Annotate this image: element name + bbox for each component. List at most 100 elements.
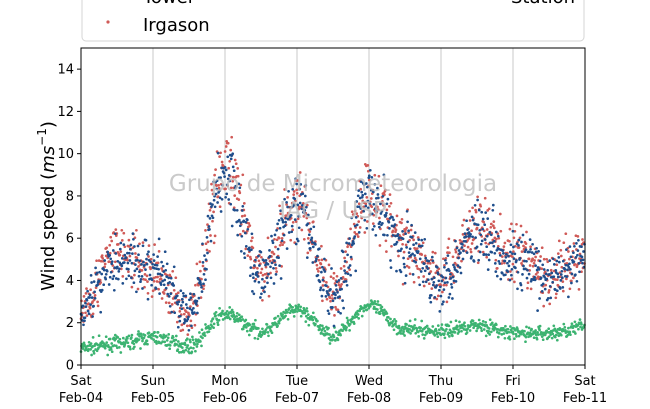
- data-point: [347, 266, 350, 269]
- data-point: [115, 346, 119, 350]
- data-point: [361, 199, 365, 203]
- data-point: [399, 270, 403, 274]
- data-point: [457, 256, 460, 260]
- data-point: [357, 202, 361, 206]
- data-point: [327, 337, 331, 340]
- data-point: [244, 326, 248, 329]
- data-point: [512, 245, 515, 249]
- data-point: [284, 220, 287, 224]
- data-point: [87, 302, 90, 305]
- data-point: [88, 293, 92, 297]
- data-point: [152, 253, 155, 256]
- data-point: [100, 288, 104, 292]
- data-point: [204, 229, 207, 232]
- data-point: [180, 323, 184, 327]
- data-point: [131, 252, 134, 255]
- data-point: [123, 245, 127, 249]
- data-point: [414, 260, 418, 264]
- data-point: [509, 243, 513, 247]
- data-point: [146, 297, 150, 301]
- data-point: [341, 275, 345, 279]
- data-point: [480, 239, 484, 243]
- data-point: [572, 251, 575, 255]
- data-point: [365, 185, 369, 189]
- data-point: [487, 207, 491, 211]
- data-point: [493, 251, 497, 255]
- data-point: [519, 283, 523, 287]
- data-point: [490, 250, 494, 254]
- data-point: [230, 135, 234, 139]
- data-point: [524, 242, 528, 245]
- data-point: [85, 287, 88, 290]
- data-point: [492, 328, 496, 332]
- data-point: [193, 323, 197, 327]
- data-point: [124, 341, 127, 345]
- data-point: [251, 236, 254, 240]
- data-point: [278, 204, 281, 208]
- data-point: [378, 312, 382, 316]
- data-point: [507, 254, 510, 258]
- data-point: [325, 281, 328, 284]
- data-point: [150, 337, 153, 340]
- data-point: [445, 283, 448, 287]
- data-point: [419, 270, 423, 273]
- data-point: [266, 236, 270, 240]
- data-point: [557, 256, 561, 259]
- data-point: [481, 227, 485, 231]
- plot-background: [81, 48, 585, 365]
- data-point: [96, 283, 99, 287]
- data-point: [401, 237, 405, 241]
- data-point: [144, 278, 147, 282]
- data-point: [368, 168, 372, 172]
- data-point: [325, 325, 328, 329]
- data-point: [345, 316, 349, 320]
- data-point: [417, 276, 421, 279]
- data-point: [226, 155, 230, 159]
- data-point: [208, 217, 212, 220]
- data-point: [269, 271, 272, 275]
- data-point: [225, 192, 229, 196]
- data-point: [169, 292, 173, 296]
- data-point: [526, 286, 529, 290]
- data-point: [136, 258, 139, 262]
- data-point: [337, 279, 341, 282]
- data-point: [481, 217, 485, 221]
- data-point: [223, 175, 226, 178]
- data-point: [292, 315, 296, 318]
- data-point: [305, 216, 309, 220]
- data-point: [476, 198, 479, 202]
- data-point: [497, 236, 501, 240]
- data-point: [471, 218, 475, 222]
- data-point: [508, 227, 512, 231]
- data-point: [89, 342, 93, 345]
- data-point: [425, 265, 429, 268]
- data-point: [198, 331, 201, 334]
- data-point: [520, 288, 524, 292]
- data-point: [298, 171, 302, 174]
- data-point: [520, 240, 523, 244]
- x-axis: SatFeb-04SunFeb-05MonFeb-06TueFeb-07WedF…: [59, 365, 607, 406]
- data-point: [427, 272, 431, 276]
- data-point: [264, 263, 267, 267]
- data-point: [168, 304, 172, 308]
- data-point: [540, 246, 544, 250]
- data-point: [241, 318, 245, 321]
- data-point: [192, 292, 196, 296]
- data-point: [331, 299, 335, 303]
- data-point: [328, 342, 332, 345]
- data-point: [90, 281, 93, 284]
- data-point: [155, 263, 159, 267]
- data-point: [440, 279, 444, 283]
- data-point: [488, 231, 492, 234]
- data-point: [294, 220, 298, 223]
- data-point: [353, 224, 357, 228]
- data-point: [482, 253, 486, 256]
- data-point: [380, 305, 384, 309]
- data-point: [460, 329, 463, 333]
- data-point: [163, 250, 167, 254]
- data-point: [323, 329, 327, 333]
- data-point: [526, 281, 530, 285]
- data-point: [306, 237, 310, 240]
- data-point: [153, 243, 156, 246]
- data-point: [409, 332, 412, 335]
